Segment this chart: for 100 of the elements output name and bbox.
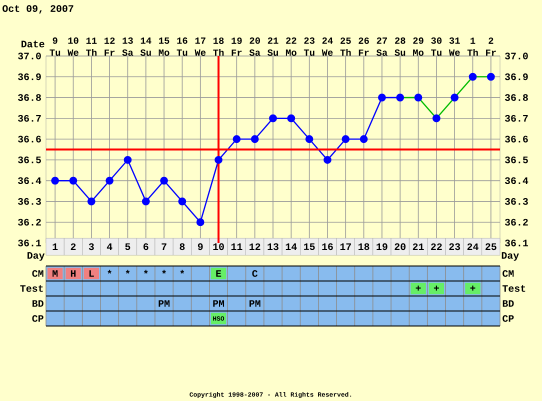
y2-tick-label: 36.8	[504, 94, 528, 101]
text: L	[89, 270, 94, 277]
x-tick-label: 7	[162, 243, 166, 250]
category-label: Test	[502, 285, 526, 292]
x2-tick-label: 15 Mo	[158, 38, 170, 56]
point	[69, 176, 78, 185]
point	[87, 197, 96, 206]
y2-tick-label: 36.1	[504, 240, 528, 246]
point	[178, 197, 186, 206]
x2-tick-label: 17 We	[194, 38, 206, 56]
point	[360, 135, 368, 144]
x2-tick-label: 11 Th	[86, 38, 97, 56]
x-tick-label: 22	[431, 243, 442, 250]
y2-tick-label: 36.6	[504, 136, 528, 142]
x2-tick-label: 25 Th	[340, 38, 351, 56]
text: PM	[213, 300, 224, 307]
point	[250, 135, 259, 144]
y-tick-label: 36.2	[18, 218, 41, 226]
x2-tick-label: 21 Su	[267, 37, 278, 56]
text: Day	[502, 252, 519, 261]
text: PM	[250, 300, 260, 307]
y-tick-label: 36.7	[18, 114, 41, 122]
x-tick-label: 3	[88, 243, 94, 250]
x-tick-label: 2	[70, 243, 76, 250]
x2-tick-label: 16 Tu	[176, 37, 188, 56]
x-tick-label: 15	[304, 243, 315, 250]
x-tick-label: 9	[198, 243, 203, 250]
y-tick-label: 36.5	[18, 156, 41, 164]
x2-tick-label: 29 Mo	[413, 37, 424, 56]
x2-tick-label: 1 Th	[467, 38, 478, 56]
x2-axis-title: Date	[22, 40, 44, 48]
x-axis-title: Day	[28, 252, 45, 261]
x2-tick-label: 22 Mo	[286, 37, 296, 56]
y-tick-label: 36.3	[18, 198, 41, 205]
point	[142, 197, 150, 206]
y-tick-label: 36.9	[18, 73, 41, 80]
text: M	[52, 270, 58, 277]
x2-tick-label: 10 We	[68, 37, 78, 56]
x-tick-label: 12	[250, 243, 260, 250]
x2-tick-label: 24 We	[322, 37, 333, 56]
y2-tick-label: 36.3	[504, 198, 528, 205]
x2-tick-label: 2 Fr	[486, 38, 496, 56]
category-label: CM	[32, 270, 44, 277]
category-label: BD	[32, 300, 44, 307]
point	[106, 176, 114, 185]
point	[51, 176, 60, 185]
point	[324, 156, 332, 164]
y2-tick-label: 36.7	[504, 114, 528, 122]
x2-tick-label: 13 Sa	[122, 37, 134, 56]
x2-tick-label: 30 Tu	[431, 37, 442, 56]
y2-tick-label: 36.4	[504, 177, 528, 184]
y2-tick-label: 36.5	[504, 156, 528, 164]
x2-tick-label: 20 Sa	[249, 37, 260, 56]
x-tick-label: 24	[467, 243, 478, 250]
x-tick-label: 18	[358, 243, 370, 250]
y-tick-label: 36.6	[18, 136, 41, 142]
x-tick-label: 10	[213, 243, 224, 250]
point	[396, 94, 404, 102]
x2-tick-label: 27 Sa	[376, 37, 388, 56]
point	[232, 135, 241, 144]
x2-tick-label: 31 We	[448, 37, 460, 56]
x-tick-label: 16	[322, 243, 333, 250]
x-tick-label: 1	[52, 243, 58, 250]
x-tick-label: 19	[376, 243, 388, 250]
x2-tick-label: 12 Fr	[104, 38, 115, 56]
point	[414, 94, 422, 102]
chart-title: Oct 09, 2007	[2, 5, 74, 14]
category-label: BD	[502, 300, 514, 307]
x-tick-label: 21	[412, 243, 424, 250]
x-tick-label: 11	[231, 243, 242, 250]
point	[160, 176, 168, 185]
point	[378, 94, 386, 102]
y2-tick-label: 36.9	[504, 73, 528, 80]
x-tick-label: 20	[394, 243, 406, 250]
point	[214, 156, 222, 164]
y-tick-label: 36.4	[18, 177, 42, 184]
x-tick-label: 14	[286, 243, 297, 250]
x2-tick-label: 14 Su	[140, 38, 152, 56]
y-tick-label: 36.1	[18, 240, 42, 246]
text: *	[180, 270, 184, 274]
point	[124, 156, 132, 164]
x-tick-label: 8	[180, 243, 185, 250]
x-tick-label: 23	[449, 243, 460, 250]
text: PM	[158, 300, 170, 307]
x-tick-label: 5	[125, 243, 130, 250]
point	[486, 72, 495, 81]
text: +	[434, 286, 439, 291]
x-tick-label: 6	[144, 243, 148, 250]
category-label: CP	[32, 315, 44, 322]
x-tick-label: 17	[340, 243, 351, 250]
text: E	[216, 270, 222, 277]
y-tick-label: 36.8	[18, 94, 41, 101]
text: *	[108, 270, 112, 274]
text: +	[416, 286, 421, 291]
x2-tick-label: 19 Fr	[232, 38, 242, 56]
x2-tick-label: 28 Su	[394, 37, 406, 56]
point	[432, 114, 440, 122]
category-label: CM	[502, 270, 514, 277]
y2-tick-label: 37.0	[504, 52, 528, 60]
text: *	[162, 270, 166, 274]
